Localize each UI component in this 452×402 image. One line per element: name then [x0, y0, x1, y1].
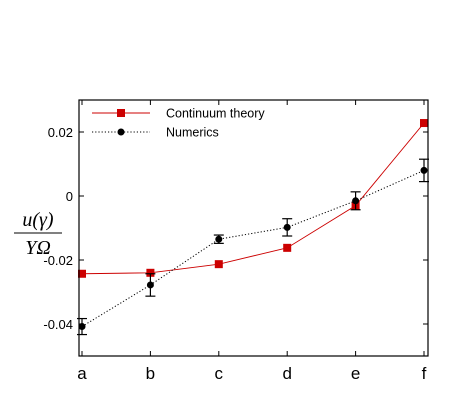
plot-frame	[78, 99, 429, 357]
y-tick-label: -0.04	[43, 317, 73, 332]
x-tick-label: b	[146, 364, 155, 383]
series-line-2	[81, 169, 425, 327]
y-axis-label-numerator: u(γ)	[22, 209, 54, 231]
data-point	[214, 260, 223, 269]
y-axis-label-denominator: YΩ	[25, 237, 51, 259]
y-tick-label: 0.02	[48, 125, 73, 140]
data-point	[78, 323, 86, 331]
x-tick-label: f	[422, 364, 427, 383]
x-tick-label: c	[215, 364, 224, 383]
data-point	[215, 235, 223, 243]
x-tick-label: a	[77, 364, 87, 383]
data-point	[420, 119, 428, 128]
data-point	[420, 166, 428, 174]
y-tick-label: 0	[66, 189, 73, 204]
data-point	[283, 243, 292, 252]
legend-marker	[117, 128, 125, 136]
data-point	[146, 268, 155, 277]
legend-marker	[117, 109, 125, 117]
x-tick-label: e	[351, 364, 360, 383]
x-tick-label: d	[282, 364, 291, 383]
legend: Continuum theory Numerics	[92, 107, 265, 140]
plot-area: 0.02 0 -0.02 -0.04 a b c d e f	[43, 100, 429, 383]
y-axis-label: u(γ) YΩ	[14, 209, 62, 259]
y-tick-label: -0.02	[43, 253, 73, 268]
legend-label: Numerics	[166, 126, 219, 140]
data-point	[146, 281, 154, 289]
series-line-1	[81, 122, 425, 275]
data-point	[352, 197, 360, 205]
data-point	[283, 223, 291, 231]
data-point	[78, 269, 86, 278]
legend-label: Continuum theory	[166, 107, 265, 121]
